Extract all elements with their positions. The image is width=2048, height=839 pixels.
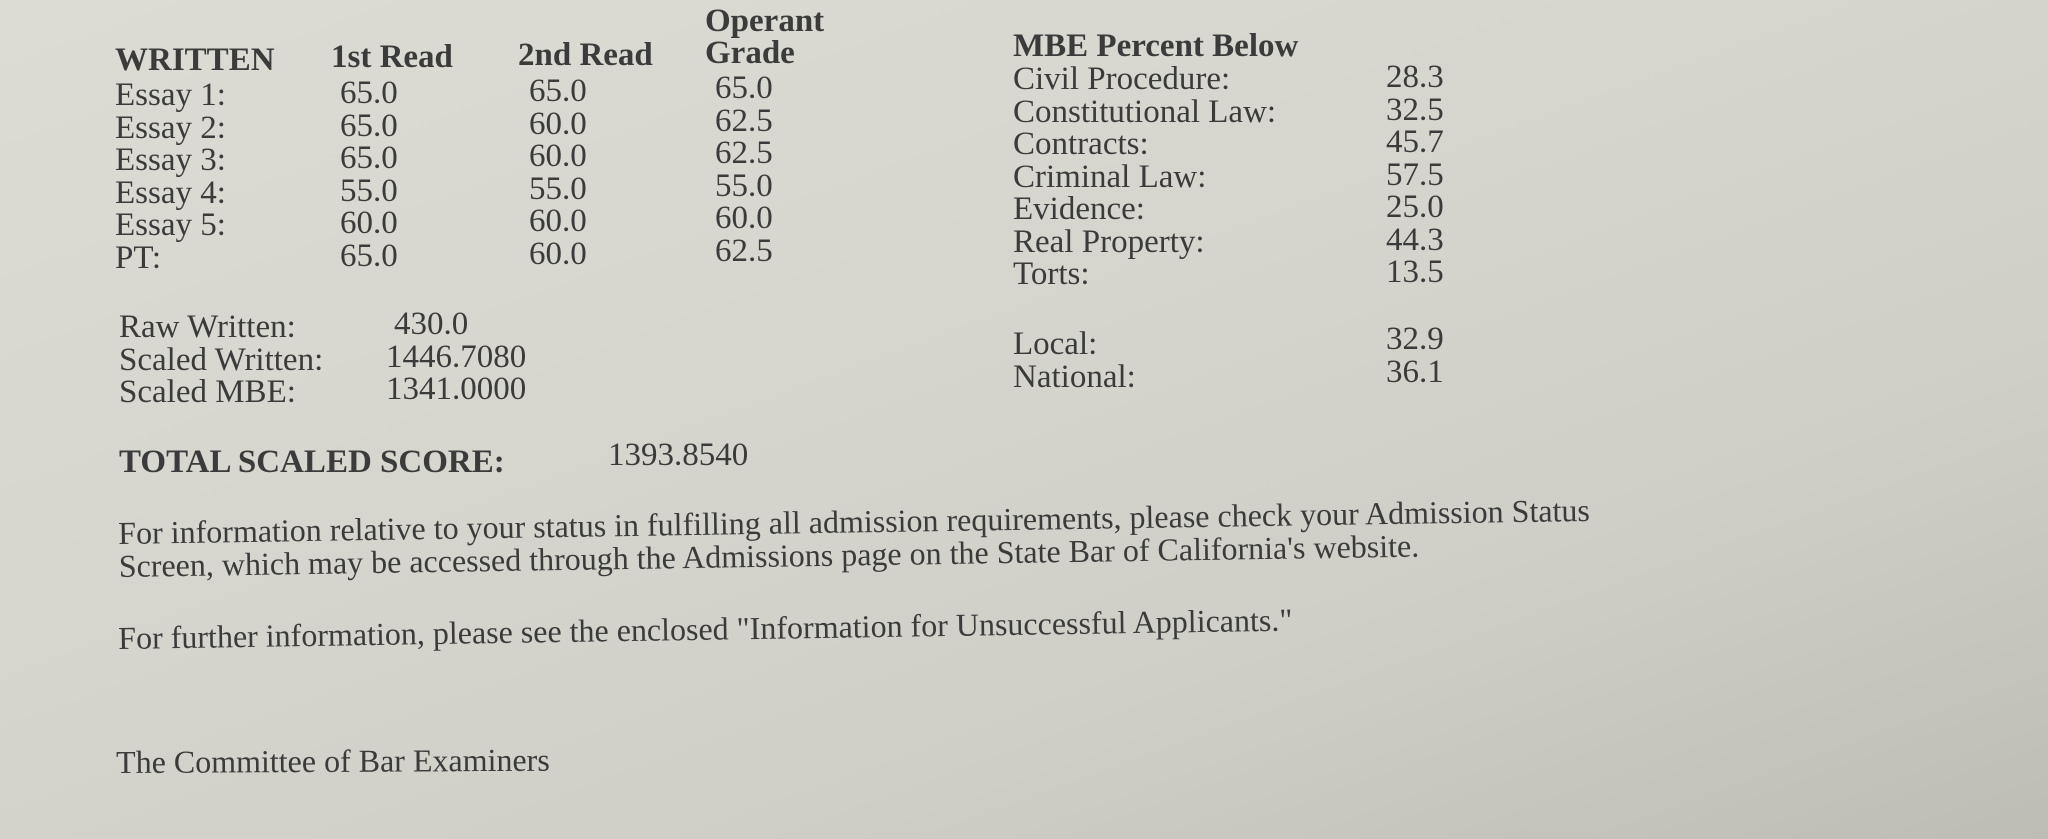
total-scaled-score-value: 1393.8540	[608, 437, 749, 473]
first-read-value: 55.0	[340, 172, 398, 209]
mbe-value: 13.5	[1386, 254, 1444, 290]
raw-written-value: 430.0	[394, 306, 469, 342]
raw-written-label: Raw Written:	[119, 309, 296, 345]
first-read-value: 65.0	[340, 140, 398, 176]
row-label: Essay 2:	[115, 109, 226, 146]
mbe-value: 44.3	[1386, 221, 1444, 258]
second-read-value: 60.0	[529, 138, 587, 174]
row-label: Essay 4:	[115, 174, 226, 211]
second-read-value: 60.0	[529, 235, 587, 272]
mbe-summary-labels: Local: National:	[1013, 328, 1136, 393]
row-label: Essay 1:	[115, 77, 226, 113]
operant-grade-value: 62.5	[715, 102, 773, 139]
mbe-values: 28.3 32.5 45.7 57.5 25.0 44.3 13.5	[1386, 61, 1444, 289]
total-scaled-score-label: TOTAL SCALED SCORE:	[119, 444, 505, 480]
local-value: 32.9	[1386, 321, 1444, 357]
mbe-subject: Evidence:	[1013, 191, 1145, 227]
scaled-mbe-value: 1341.0000	[386, 371, 527, 407]
first-read-values: 65.0 65.0 65.0 55.0 60.0 65.0	[340, 77, 398, 272]
status-paragraph: For information relative to your status …	[118, 492, 1591, 584]
scaled-mbe-label: Scaled MBE:	[119, 374, 296, 410]
scaled-written-value: 1446.7080	[386, 338, 527, 375]
further-info-paragraph: For further information, please see the …	[117, 601, 1293, 656]
mbe-subject: Contracts:	[1013, 126, 1149, 162]
mbe-value: 28.3	[1386, 59, 1444, 95]
local-label: Local:	[1013, 326, 1098, 362]
scaled-written-label: Scaled Written:	[119, 341, 324, 378]
second-read-value: 60.0	[529, 105, 587, 142]
score-labels: Raw Written: Scaled Written: Scaled MBE:	[119, 311, 323, 409]
essay-labels: Essay 1: Essay 2: Essay 3: Essay 4: Essa…	[115, 79, 226, 274]
national-label: National:	[1013, 358, 1136, 395]
mbe-subject: Civil Procedure:	[1013, 61, 1231, 97]
second-read-value: 60.0	[529, 203, 587, 239]
national-value: 36.1	[1386, 353, 1444, 390]
mbe-subject: Constitutional Law:	[1013, 93, 1277, 130]
operant-grade-value: 60.0	[715, 200, 773, 236]
mbe-summary-values: 32.9 36.1	[1386, 323, 1444, 388]
mbe-subject: Real Property:	[1013, 223, 1205, 260]
operant-grade-value: 62.5	[715, 232, 773, 269]
mbe-header: MBE Percent Below	[1013, 28, 1299, 64]
first-read-header: 1st Read	[331, 39, 453, 75]
second-read-value: 65.0	[529, 73, 587, 109]
first-read-value: 65.0	[340, 75, 398, 111]
second-read-value: 55.0	[529, 170, 587, 207]
row-label: PT:	[115, 239, 162, 276]
second-read-values: 65.0 60.0 60.0 55.0 60.0 60.0	[529, 75, 587, 270]
signature-line: The Committee of Bar Examiners	[115, 741, 550, 780]
mbe-value: 45.7	[1386, 124, 1444, 160]
mbe-subject: Torts:	[1013, 256, 1090, 292]
first-read-value: 60.0	[340, 205, 398, 241]
mbe-subject: Criminal Law:	[1013, 158, 1207, 195]
mbe-value: 57.5	[1386, 156, 1444, 193]
written-header: WRITTEN	[115, 42, 275, 78]
score-values: 430.0 1446.7080 1341.0000	[386, 308, 526, 406]
operant-grade-values: 65.0 62.5 62.5 55.0 60.0 62.5	[715, 72, 773, 267]
mbe-value: 25.0	[1386, 189, 1444, 225]
second-read-header: 2nd Read	[518, 37, 653, 73]
mbe-value: 32.5	[1386, 91, 1444, 128]
first-read-value: 65.0	[340, 237, 398, 274]
row-label: Essay 5:	[115, 207, 226, 243]
operant-grade-value: 62.5	[715, 135, 773, 171]
first-read-value: 65.0	[340, 107, 398, 144]
operant-header-line2: Grade	[705, 35, 795, 71]
mbe-labels: Civil Procedure: Constitutional Law: Con…	[1013, 63, 1276, 291]
operant-grade-value: 55.0	[715, 167, 773, 204]
row-label: Essay 3:	[115, 142, 226, 178]
operant-grade-value: 65.0	[715, 70, 773, 106]
operant-header-line1: Operant	[705, 3, 825, 39]
